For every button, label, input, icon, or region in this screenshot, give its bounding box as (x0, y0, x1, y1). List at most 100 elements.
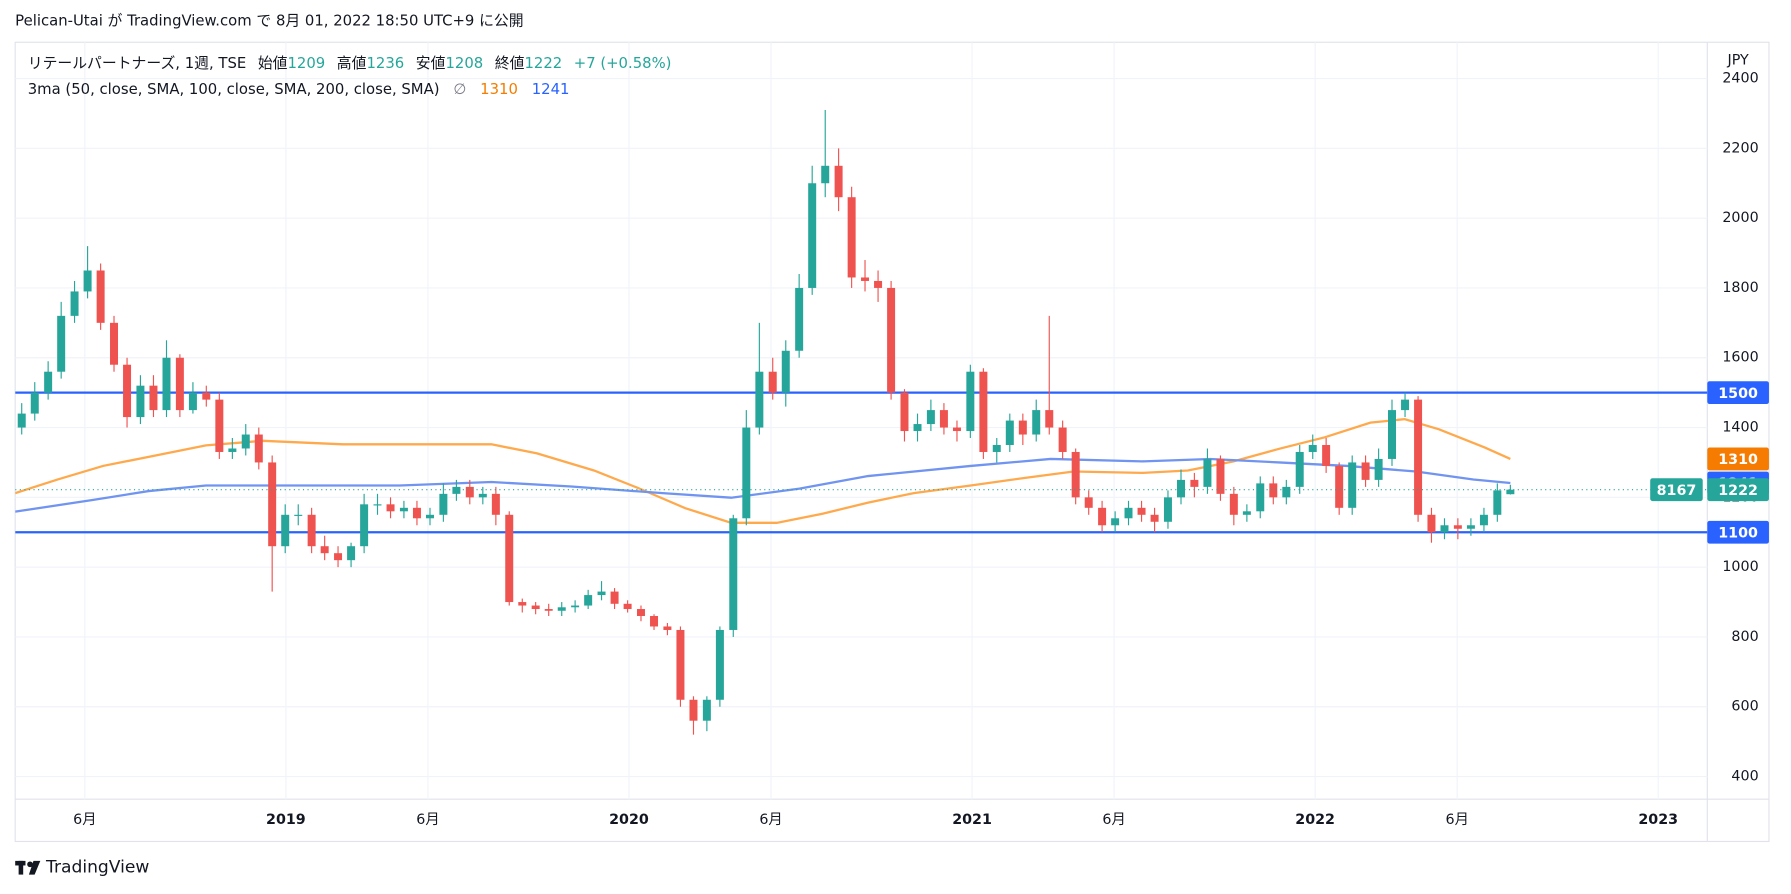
y-tick-label: 400 (1731, 769, 1758, 785)
x-tick-label: 6月 (416, 812, 439, 828)
candle-body (1005, 420, 1014, 445)
candle-body (1111, 518, 1120, 526)
candle-body (83, 270, 92, 292)
indicator-name: 3ma (50, close, SMA, 100, close, SMA, 20… (28, 81, 440, 98)
candle-body (1045, 410, 1054, 428)
change: +7 (+0.58%) (574, 55, 672, 72)
candle-body (465, 486, 474, 498)
countdown-label-bg (1650, 478, 1703, 502)
ohlc-value: 1209 (288, 55, 326, 72)
candle-body (531, 605, 540, 610)
ma-value: 1241 (532, 81, 570, 98)
candle-body (874, 280, 883, 288)
candle-body (808, 183, 817, 288)
candle-body (689, 699, 698, 721)
ohlc-label: 始値 (258, 55, 288, 72)
candle-body (334, 553, 343, 561)
candle-body (1137, 507, 1146, 515)
candle-body (729, 518, 738, 630)
candle-body (307, 514, 316, 547)
candle-body (215, 399, 224, 452)
candle-body (1190, 479, 1199, 487)
ohlc-value: 1236 (366, 55, 404, 72)
candle-body (1177, 479, 1185, 498)
candle-body (1493, 490, 1502, 515)
candle-body (96, 270, 105, 323)
x-tick-label: 6月 (73, 812, 96, 828)
last-price-label: 1222 (1718, 483, 1758, 499)
brand: TradingView (45, 858, 149, 878)
candle-body (1018, 420, 1027, 435)
candle-body (1506, 489, 1515, 495)
hline-label: 1500 (1718, 386, 1758, 402)
ohlc-value: 1208 (445, 55, 483, 72)
candle-body (544, 609, 553, 611)
candle-body (439, 493, 448, 515)
y-tick-label: 1600 (1722, 350, 1758, 366)
candle-body (1282, 486, 1291, 498)
candle-body (30, 392, 39, 414)
candle-body (320, 546, 329, 554)
x-tick-label: 6月 (1446, 812, 1469, 828)
ohlc-label: 高値 (337, 55, 367, 72)
candle-body (268, 462, 277, 547)
candle-body (478, 493, 487, 498)
indicator-row: 3ma (50, close, SMA, 100, close, SMA, 20… (28, 81, 570, 98)
candle-body (1098, 507, 1107, 526)
candle-body (491, 493, 500, 515)
candle-body (939, 410, 948, 428)
candle-body (1453, 525, 1462, 529)
candle-body (1058, 427, 1067, 452)
candle-body (281, 514, 290, 547)
x-tick-label: 2022 (1295, 812, 1335, 828)
candle-body (900, 392, 909, 432)
candle-body (1216, 458, 1225, 494)
candle-body (149, 385, 158, 411)
candle-body (1414, 399, 1423, 515)
candle-body (175, 357, 184, 411)
indicator-symbol: ∅ (453, 81, 466, 98)
candle-body (399, 507, 408, 512)
ma-label-bg (1707, 447, 1769, 471)
candle-body (571, 605, 580, 608)
x-tick-label: 2023 (1638, 812, 1678, 828)
candle-body (110, 322, 119, 365)
candle-body (1440, 525, 1449, 533)
ohlc-label: 終値 (495, 55, 525, 72)
candle-body (663, 626, 672, 630)
candle-body (505, 514, 514, 603)
chart-frame (14, 41, 1770, 843)
candle-body (1242, 511, 1251, 515)
candle-body (676, 629, 685, 700)
ma-line (15, 418, 1511, 524)
candle-body (123, 364, 132, 418)
candle-body (1032, 410, 1041, 435)
y-tick-label: 1800 (1722, 280, 1758, 296)
hline-label-bg (1707, 381, 1769, 405)
candle-body (1361, 462, 1370, 480)
candle-body (1308, 444, 1317, 452)
candle-body (1295, 451, 1304, 487)
ohlc-label: 安値 (416, 55, 446, 72)
candle-body (623, 603, 632, 610)
countdown-label: 8167 (1657, 483, 1697, 499)
axes: 4006008001000120014001600180020002200240… (73, 71, 1769, 828)
y-tick-label: 2400 (1722, 71, 1758, 87)
symbol: リテールパートナーズ, 1週, TSE (28, 55, 246, 72)
candle-body (1269, 483, 1278, 498)
candle-body (755, 371, 764, 428)
hline-label-bg (1707, 520, 1769, 544)
candle-body (412, 507, 421, 519)
candle-body (44, 371, 53, 393)
candle-body (452, 486, 461, 494)
candle-body (57, 315, 66, 372)
grid (15, 42, 1708, 800)
candle-body (1335, 465, 1344, 508)
candle-body (188, 392, 197, 411)
y-tick-label: 1000 (1722, 559, 1758, 575)
ohlc-value: 1222 (524, 55, 562, 72)
currency: JPY (1727, 53, 1749, 69)
candle-body (887, 287, 896, 393)
